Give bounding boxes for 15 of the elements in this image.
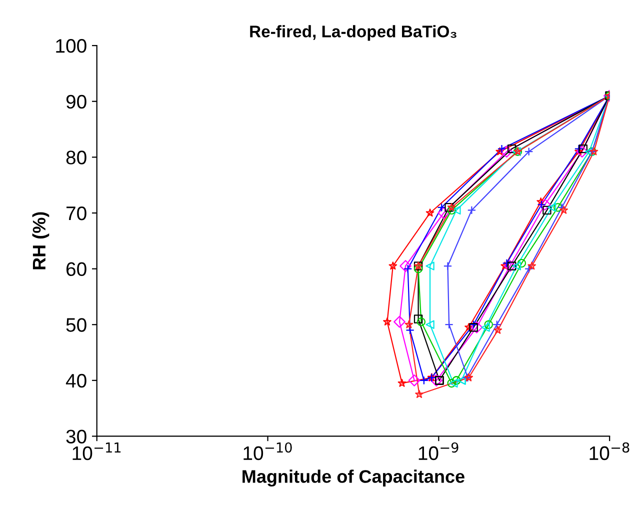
x-tick-label: 10$^{−8}$: [590, 442, 630, 460]
y-tick-label: 90: [66, 94, 86, 109]
x-tick-label: 10$^{−9}$: [418, 442, 458, 460]
x-tick-label: 10$^{−10}$: [244, 442, 292, 460]
y-tick-label: 70: [66, 206, 86, 220]
y-tick-label: 50: [66, 318, 86, 332]
chart-title: Re-fired, La-doped BaTiO₃: [250, 25, 456, 41]
y-axis-title: RH (%): [32, 212, 50, 270]
y-tick-label: 100: [56, 39, 86, 53]
x-axis-title: Magnitude of Capacitance: [242, 470, 464, 487]
y-tick-label: 30: [66, 430, 86, 444]
x-tick-label: 10$^{−11}$: [72, 442, 121, 460]
y-tick-label: 80: [66, 150, 86, 164]
y-tick-label: 60: [66, 262, 86, 276]
y-tick-label: 40: [66, 374, 86, 388]
